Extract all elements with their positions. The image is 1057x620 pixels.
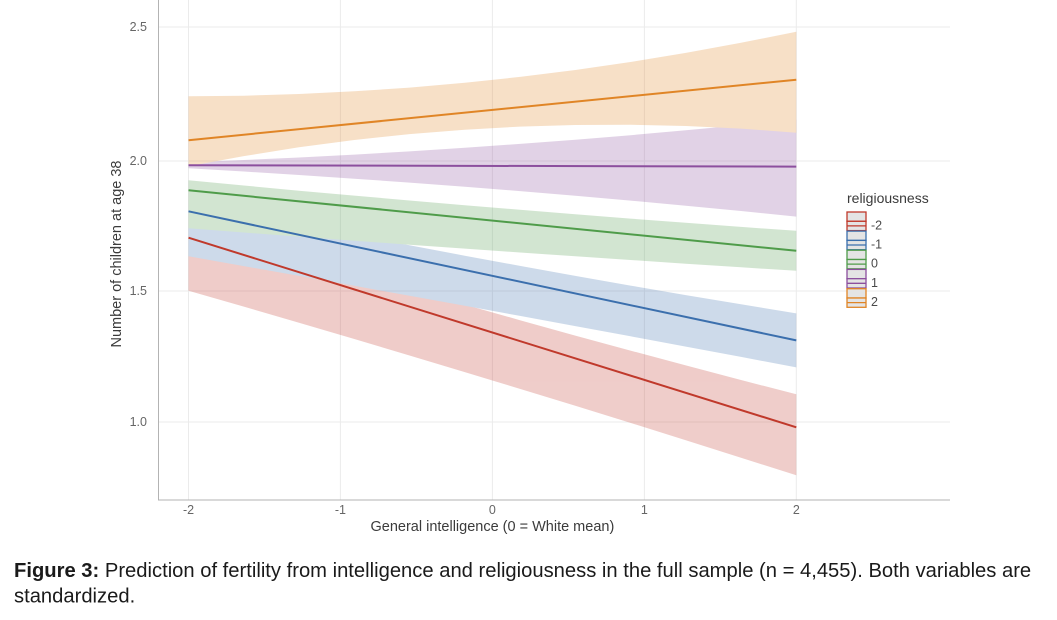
- svg-text:standardized.: standardized.: [14, 586, 135, 608]
- svg-text:2.0: 2.0: [130, 154, 147, 168]
- svg-text:0: 0: [871, 257, 878, 271]
- svg-text:General intelligence (0 = Whit: General intelligence (0 = White mean): [370, 519, 614, 535]
- svg-text:2.5: 2.5: [130, 20, 147, 34]
- svg-text:1.5: 1.5: [130, 284, 147, 298]
- svg-text:2: 2: [871, 295, 878, 309]
- svg-text:-2: -2: [183, 503, 194, 517]
- svg-text:2: 2: [793, 503, 800, 517]
- svg-text:Number of children at age 38: Number of children at age 38: [109, 161, 125, 348]
- svg-text:1.0: 1.0: [130, 415, 147, 429]
- svg-text:Figure 3: Prediction of fertil: Figure 3: Prediction of fertility from i…: [14, 560, 1031, 582]
- svg-text:-1: -1: [335, 503, 346, 517]
- svg-text:1: 1: [871, 276, 878, 290]
- svg-text:0: 0: [489, 503, 496, 517]
- svg-text:1: 1: [641, 503, 648, 517]
- svg-text:-2: -2: [871, 219, 882, 233]
- svg-text:religiousness: religiousness: [847, 190, 929, 206]
- svg-text:-1: -1: [871, 238, 882, 252]
